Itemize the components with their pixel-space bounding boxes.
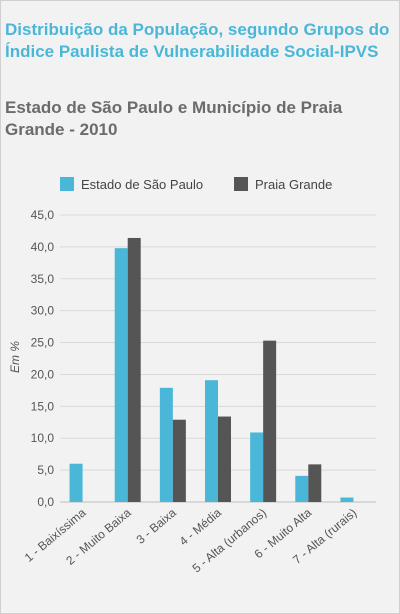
legend-swatch <box>234 177 248 191</box>
y-tick-label: 0,0 <box>37 495 54 509</box>
legend-swatch <box>60 177 74 191</box>
y-tick-label: 10,0 <box>31 431 55 445</box>
y-tick-label: 15,0 <box>31 399 55 413</box>
bar-sp-2 <box>114 248 128 502</box>
chart-subtitle: Estado de São Paulo e Município de Praia… <box>5 98 343 139</box>
bar-sp-6 <box>295 475 309 502</box>
bar-pg-6 <box>308 464 322 502</box>
y-tick-label: 40,0 <box>31 240 55 254</box>
bar-pg-4 <box>218 416 231 502</box>
chart-title: Distribuição da População, segundo Grupo… <box>5 20 390 61</box>
y-tick-label: 30,0 <box>31 304 55 318</box>
x-tick-label: 3 - Baixa <box>134 505 180 546</box>
bar-pg-5 <box>263 340 277 502</box>
y-tick-label: 5,0 <box>37 463 54 477</box>
y-tick-label: 45,0 <box>31 208 55 222</box>
bar-pg-2 <box>127 237 141 502</box>
bar-pg-3 <box>172 419 186 502</box>
legend: Estado de São Paulo Praia Grande <box>60 177 332 192</box>
bars <box>69 237 354 502</box>
y-tick-label: 20,0 <box>31 367 55 381</box>
y-tick-label: 35,0 <box>31 272 55 286</box>
bar-sp-5 <box>250 432 264 502</box>
bar-sp-4 <box>205 380 218 502</box>
legend-label: Estado de São Paulo <box>81 177 203 192</box>
legend-label: Praia Grande <box>255 177 332 192</box>
y-axis: 0,0 5,0 10,0 15,0 20,0 25,0 30,0 35,0 40,0 45,0 <box>31 208 55 509</box>
bar-sp-7 <box>340 497 354 502</box>
bar-sp-1 <box>69 463 83 502</box>
y-axis-label: Em % <box>8 341 22 373</box>
bar-sp-3 <box>159 387 173 502</box>
y-tick-label: 25,0 <box>31 336 55 350</box>
